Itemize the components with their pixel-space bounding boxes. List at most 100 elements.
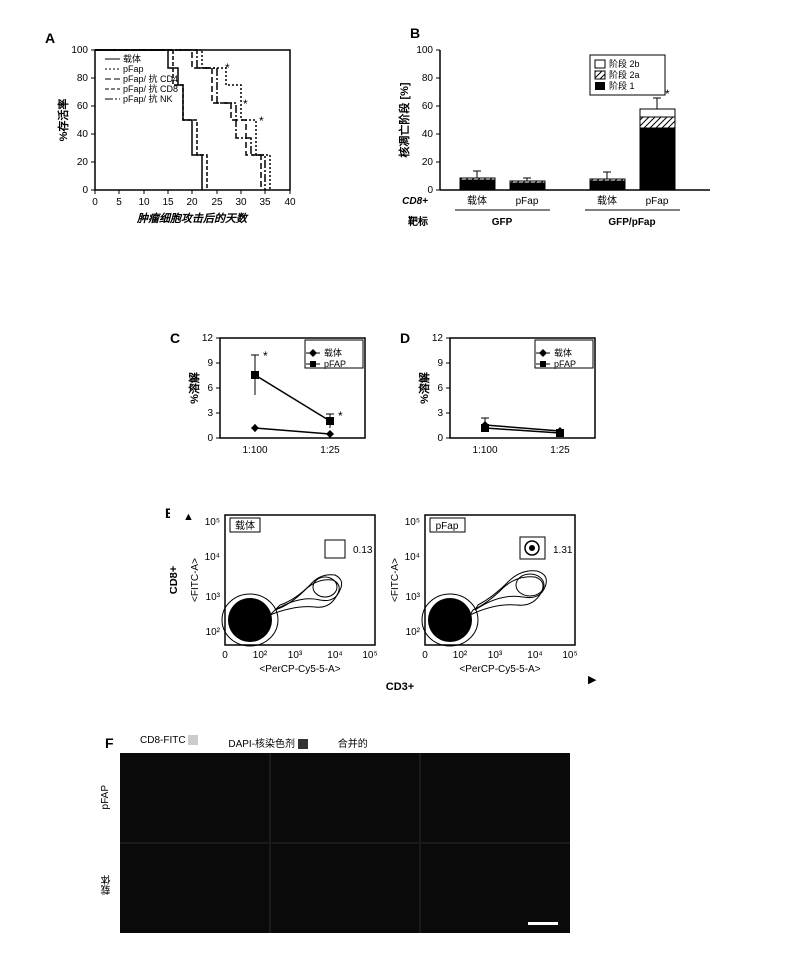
svg-text:10²: 10² <box>406 627 421 638</box>
panel-a-svg: 0 20 40 60 80 100 0 5 10 15 20 25 30 35 … <box>55 40 310 230</box>
svg-text:12: 12 <box>202 333 214 344</box>
svg-text:20: 20 <box>186 197 198 208</box>
panel-c-svg: 0 3 6 9 12 1:100 1:25 * * 载体 <box>185 330 380 470</box>
svg-text:10³: 10³ <box>288 650 303 661</box>
panel-e-left-xlabel: <PerCP-Cy5-5-A> <box>259 664 340 675</box>
panel-a-xlabel: 肿瘤细胞攻击后的天数 <box>136 212 249 225</box>
svg-text:0: 0 <box>222 650 228 661</box>
panel-e-left-contours <box>222 575 342 646</box>
panel-f-label: F <box>105 735 114 751</box>
panel-e-xaxis: CD3+ <box>386 681 414 693</box>
svg-text:10³: 10³ <box>206 592 221 603</box>
panel-d-ylabel: %溶解 <box>417 372 431 404</box>
svg-text:*: * <box>665 87 670 101</box>
panel-a-legend-2: pFap/ 抗 CD4 <box>123 73 178 84</box>
svg-text:10⁵: 10⁵ <box>362 650 377 661</box>
panel-a-star-1: * <box>225 61 230 75</box>
panel-f-cell-2 <box>421 753 570 842</box>
svg-text:5: 5 <box>116 197 122 208</box>
svg-text:20: 20 <box>77 157 89 168</box>
svg-text:10³: 10³ <box>406 592 421 603</box>
svg-text:10: 10 <box>138 197 150 208</box>
panel-e-right-contours <box>422 571 546 646</box>
svg-text:*: * <box>338 409 343 423</box>
panel-c-label: C <box>170 330 180 346</box>
svg-text:0: 0 <box>427 185 433 196</box>
svg-text:10²: 10² <box>206 627 221 638</box>
panel-f-cell-3 <box>120 844 269 933</box>
panel-b-chart: 0 20 40 60 80 100 <box>395 40 730 250</box>
svg-text:10²: 10² <box>453 650 468 661</box>
panel-c-yticks: 0 3 6 9 12 <box>202 333 220 444</box>
svg-text:60: 60 <box>77 101 89 112</box>
panel-f-cell-4 <box>271 844 420 933</box>
panel-b-svg: 0 20 40 60 80 100 <box>395 40 730 250</box>
panel-a-label: A <box>45 30 55 46</box>
panel-a-star-2: * <box>243 97 248 111</box>
panel-a-legend-0: 载体 <box>123 53 141 64</box>
panel-b-cat-1: pFap <box>516 196 539 207</box>
panel-a-legend-4: pFap/ 抗 NK <box>123 93 173 104</box>
panel-f-swatch-0 <box>188 735 198 745</box>
panel-b-yticks: 0 20 40 60 80 100 <box>416 45 440 196</box>
panel-a-star-3: * <box>259 114 264 128</box>
svg-text:6: 6 <box>207 383 213 394</box>
panel-d-xtick-1: 1:25 <box>550 445 570 456</box>
panel-f-image-grid <box>120 753 570 933</box>
panel-b-target-label: 靶标 <box>408 215 428 228</box>
svg-text:25: 25 <box>211 197 223 208</box>
svg-text:100: 100 <box>416 45 433 56</box>
svg-text:30: 30 <box>235 197 247 208</box>
svg-text:10⁵: 10⁵ <box>405 517 420 528</box>
svg-text:10⁴: 10⁴ <box>327 650 342 661</box>
panel-a-series-vehicle <box>95 50 202 190</box>
panel-a-xticks: 0 5 10 15 20 25 30 35 40 <box>92 190 296 208</box>
panel-b-cat-0: 载体 <box>467 195 487 207</box>
svg-text:6: 6 <box>437 383 443 394</box>
panel-f-swatch-1 <box>298 739 308 749</box>
svg-text:80: 80 <box>422 73 434 84</box>
panel-b-ylabel: 核凋亡阶段 [%] <box>397 82 411 157</box>
panel-f-cell-0 <box>120 753 269 842</box>
svg-text:▲: ▲ <box>183 511 194 523</box>
svg-text:9: 9 <box>207 358 213 369</box>
svg-text:10⁵: 10⁵ <box>205 517 220 528</box>
svg-text:20: 20 <box>422 157 434 168</box>
svg-text:10⁴: 10⁴ <box>405 552 420 563</box>
panel-b-legend-1: 阶段 2a <box>609 69 640 80</box>
panel-a-chart: 0 20 40 60 80 100 0 5 10 15 20 25 30 35 … <box>55 40 310 230</box>
svg-text:80: 80 <box>77 73 89 84</box>
panel-b-legend-0: 阶段 2b <box>609 58 640 69</box>
panel-e-right-xlabel: <PerCP-Cy5-5-A> <box>459 664 540 675</box>
panel-a-legend-1: pFap <box>123 64 144 74</box>
svg-text:10²: 10² <box>253 650 268 661</box>
svg-text:15: 15 <box>162 197 174 208</box>
panel-b-group-1: GFP/pFap <box>608 217 655 228</box>
panel-f-cell-5 <box>421 844 570 933</box>
panel-a-ylabel: %存活率 <box>56 99 70 142</box>
svg-text:40: 40 <box>284 197 296 208</box>
panel-e-left-label: 载体 <box>235 520 255 532</box>
panel-f-row-1: 载体 <box>100 875 115 895</box>
panel-c-legend-0: 载体 <box>324 347 342 358</box>
panel-b-legend-2: 阶段 1 <box>609 80 635 91</box>
svg-text:9: 9 <box>437 358 443 369</box>
panel-a-legend-3: pFap/ 抗 CD8 <box>123 83 178 94</box>
panel-b-cd8-label: CD8+ <box>402 196 428 207</box>
panel-b-cat-3: pFap <box>646 196 669 207</box>
svg-text:0: 0 <box>437 433 443 444</box>
panel-f-header-2: 合并的 <box>338 735 368 750</box>
panel-d-xtick-0: 1:100 <box>472 445 497 456</box>
panel-b-group-0: GFP <box>492 217 513 228</box>
panel-f-container: CD8-FITC DAPI-核染色剂 合并的 pFAP 载体 <box>120 735 570 945</box>
svg-text:0: 0 <box>207 433 213 444</box>
panel-a-series-cd8 <box>95 50 207 190</box>
panel-f-cell-1 <box>271 753 420 842</box>
panel-d-yticks: 0 3 6 9 12 <box>432 333 450 444</box>
panel-f-row-0: pFAP <box>100 785 111 809</box>
panel-a-yticks: 0 20 40 60 80 100 <box>71 45 95 196</box>
panel-d-chart: 0 3 6 9 12 1:100 1:25 载体 pFAP %溶解 <box>415 330 610 470</box>
svg-text:10⁵: 10⁵ <box>562 650 577 661</box>
svg-text:0: 0 <box>92 197 98 208</box>
panel-c-xtick-0: 1:100 <box>242 445 267 456</box>
